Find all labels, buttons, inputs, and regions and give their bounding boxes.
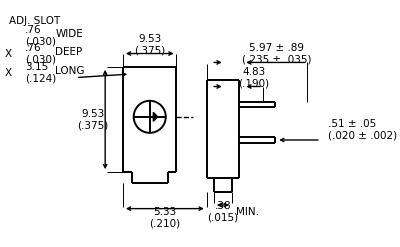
Text: X: X: [4, 68, 12, 78]
Text: 4.83
(.190): 4.83 (.190): [238, 67, 270, 88]
Text: MIN.: MIN.: [236, 207, 259, 217]
Text: .76
(.030): .76 (.030): [25, 43, 56, 64]
Text: .38
(.015): .38 (.015): [207, 201, 238, 223]
Text: 5.97 ± .89
(.235 ± .035): 5.97 ± .89 (.235 ± .035): [242, 43, 311, 64]
Text: LONG: LONG: [55, 66, 85, 76]
Text: 9.53
(.375): 9.53 (.375): [77, 109, 108, 130]
Text: X: X: [4, 48, 12, 59]
Text: ADJ. SLOT: ADJ. SLOT: [9, 17, 60, 26]
Polygon shape: [153, 112, 158, 121]
Text: DEEP: DEEP: [55, 47, 82, 57]
Text: 3.15
(.124): 3.15 (.124): [25, 62, 56, 84]
Text: 5.33
(.210): 5.33 (.210): [149, 207, 180, 228]
Text: WIDE: WIDE: [55, 29, 83, 39]
Text: 9.53
(.375): 9.53 (.375): [134, 34, 165, 55]
Text: .51 ± .05
(.020 ± .002): .51 ± .05 (.020 ± .002): [328, 119, 397, 141]
Text: .76
(.030): .76 (.030): [25, 25, 56, 46]
